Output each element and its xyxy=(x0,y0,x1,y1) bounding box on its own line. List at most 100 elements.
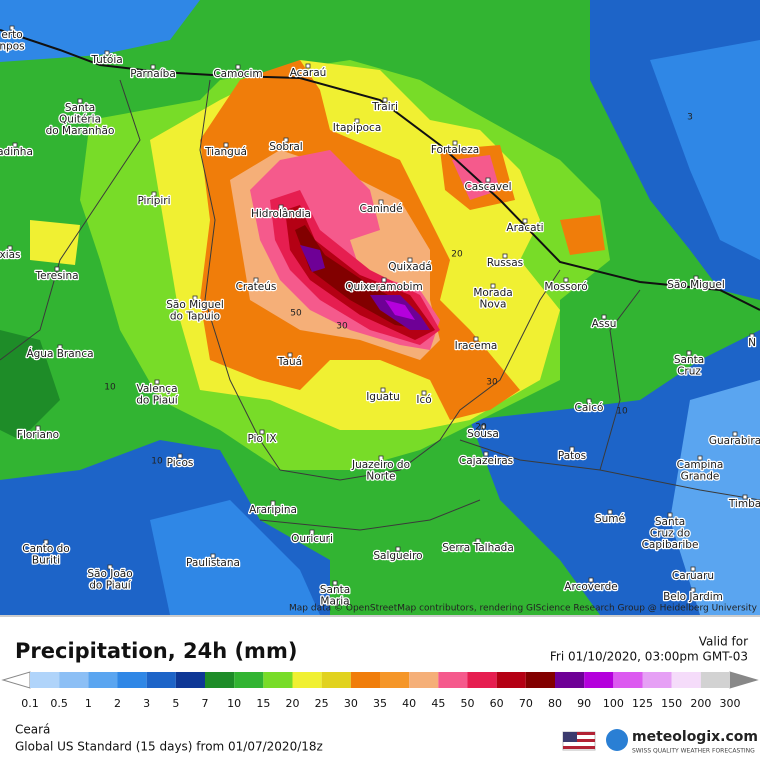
city-marker xyxy=(378,455,384,461)
legend-tick-label: 50 xyxy=(461,697,475,710)
legend-swatch xyxy=(555,672,585,688)
city-label: Quixeramobim xyxy=(345,281,422,293)
city-marker xyxy=(522,218,528,224)
precip-area xyxy=(150,500,320,615)
city-marker xyxy=(693,275,699,281)
city-marker xyxy=(483,451,489,457)
legend-tick-label: 1 xyxy=(85,697,92,710)
city-label: Grande xyxy=(681,471,720,483)
city-label: Guarabira xyxy=(709,435,760,447)
tagline: SWISS QUALITY WEATHER FORECASTING xyxy=(632,748,755,755)
city-marker xyxy=(7,245,13,251)
legend-swatch xyxy=(467,672,497,688)
city-marker xyxy=(259,429,265,435)
legend-tick-label: 7 xyxy=(202,697,209,710)
region: Ceará xyxy=(15,723,50,737)
city-label: Acaraú xyxy=(290,67,327,79)
city-label: adinha xyxy=(0,146,33,158)
legend-tick-label: 70 xyxy=(519,697,533,710)
city-marker xyxy=(490,283,496,289)
precip-area xyxy=(0,330,60,440)
city-label: Nova xyxy=(480,299,507,311)
city-marker xyxy=(452,140,458,146)
city-label: Picos xyxy=(167,457,194,469)
city-marker xyxy=(690,566,696,572)
legend-swatch xyxy=(321,672,351,688)
contour-label: 30 xyxy=(486,378,498,388)
city-marker xyxy=(154,379,160,385)
city-label: Piripiri xyxy=(137,195,170,207)
city-marker xyxy=(104,50,110,56)
city-label: Canto do xyxy=(22,543,69,555)
legend-swatch xyxy=(700,672,730,688)
city-label: Santa xyxy=(65,102,95,114)
city-marker xyxy=(382,97,388,103)
city-label: Quitéria xyxy=(59,114,101,126)
state-border xyxy=(599,289,641,471)
city-label: Cajazeiras xyxy=(459,455,513,467)
city-label: Arcoverde xyxy=(564,581,617,593)
contour-label: 10 xyxy=(616,407,628,417)
city-marker xyxy=(150,64,156,70)
city-marker xyxy=(473,336,479,342)
contour-label: 30 xyxy=(336,322,348,332)
city-marker xyxy=(223,142,229,148)
city-marker xyxy=(287,352,293,358)
coastline xyxy=(0,29,760,311)
legend: 0.1 0.5 1 2 3 5 7 10 15 20 25 30 35 40 45 50 60 70 80 90 100… xyxy=(1,671,759,710)
city-label: Santa xyxy=(674,354,704,366)
legend-arrow-high xyxy=(729,671,759,689)
city-marker xyxy=(480,424,486,430)
city-label: Trairi xyxy=(371,101,398,113)
legend-tick-label: 45 xyxy=(431,697,445,710)
city-label: Floriano xyxy=(17,429,59,441)
legend-swatch xyxy=(88,672,118,688)
city-marker xyxy=(502,253,508,259)
city-label: Morada xyxy=(473,287,512,299)
city-marker xyxy=(9,25,15,31)
legend-tick-label: 150 xyxy=(661,697,682,710)
legend-tick-label: 25 xyxy=(315,697,329,710)
city-label: Campina xyxy=(677,459,724,471)
city-label: Salgueiro xyxy=(373,550,422,562)
city-marker xyxy=(588,577,594,583)
city-label: Tianguá xyxy=(204,146,247,158)
city-marker xyxy=(107,564,113,570)
city-label: Sobral xyxy=(269,141,302,153)
city-label: Timba xyxy=(728,498,760,510)
city-marker xyxy=(210,553,216,559)
city-label: Russas xyxy=(487,257,523,269)
city-label: do Tapuio xyxy=(170,311,220,323)
city-marker xyxy=(35,425,41,431)
city-label: erto xyxy=(1,29,22,41)
contour-label: 20 xyxy=(451,250,463,260)
city-label: Canindé xyxy=(359,203,402,215)
city-label: Tauá xyxy=(277,356,302,368)
city-marker xyxy=(54,266,60,272)
legend-tick-label: 125 xyxy=(632,697,653,710)
city-marker xyxy=(177,453,183,459)
legend-swatch xyxy=(525,672,555,688)
city-label: Sousa xyxy=(467,428,499,440)
precip-area xyxy=(30,220,80,265)
legend-swatch xyxy=(642,672,672,688)
city-label: Caicó xyxy=(575,402,604,414)
city-marker xyxy=(192,295,198,301)
legend-swatch xyxy=(584,672,614,688)
city-label: Caruaru xyxy=(672,570,714,582)
legend-tick-label: 0.1 xyxy=(21,697,39,710)
flag-stripe xyxy=(563,739,595,742)
legend-tick-label: 20 xyxy=(286,697,300,710)
city-marker xyxy=(485,177,491,183)
legend-swatch xyxy=(117,672,147,688)
city-label: N xyxy=(748,337,756,349)
legend-tick-label: 35 xyxy=(373,697,387,710)
city-marker xyxy=(378,199,384,205)
city-label: Ouricuri xyxy=(291,533,333,545)
city-label: Quixadá xyxy=(388,261,432,273)
legend-tick-label: 10 xyxy=(227,697,241,710)
city-marker xyxy=(601,314,607,320)
city-marker xyxy=(690,587,696,593)
legend-tick-label: 200 xyxy=(690,697,711,710)
